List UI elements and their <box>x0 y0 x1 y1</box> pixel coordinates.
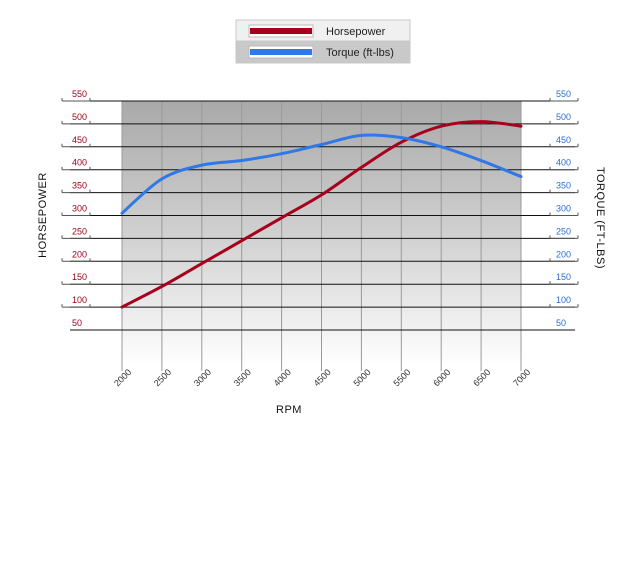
x-tick-label: 6000 <box>431 367 452 388</box>
y-tick-label-left: 550 <box>72 89 87 99</box>
x-tick-label: 7000 <box>511 367 532 388</box>
y-tick-label-right: 400 <box>556 158 571 168</box>
x-tick-label: 5000 <box>351 367 372 388</box>
y-tick-label-right: 200 <box>556 249 571 259</box>
horizontal-gridlines <box>61 98 579 331</box>
y-tick-label-left: 200 <box>72 249 87 259</box>
y-tick-label-left: 500 <box>72 112 87 122</box>
legend: Horsepower Torque (ft-lbs) <box>235 19 411 64</box>
y-tick-label-right: 100 <box>556 295 571 305</box>
y-tick-label-left: 150 <box>72 272 87 282</box>
x-tick-label: 6500 <box>471 367 492 388</box>
y-tick-label-right: 300 <box>556 204 571 214</box>
legend-label-horsepower: Horsepower <box>326 26 386 38</box>
right-axis-ticks: 50 100 150 200 250 300 350 400 450 500 550 <box>556 89 571 328</box>
y-tick-label-left: 400 <box>72 158 87 168</box>
legend-label-torque: Torque (ft-lbs) <box>326 47 394 59</box>
y-tick-label-left: 250 <box>72 226 87 236</box>
y-tick-label-left: 100 <box>72 295 87 305</box>
y-tick-label-left: 300 <box>72 204 87 214</box>
x-tick-label: 4500 <box>312 367 333 388</box>
y-axis-title-right: TORQUE (FT-LBS) <box>594 167 606 269</box>
x-axis-ticks: 2000 2500 3000 3500 4000 4500 5000 5500 6000 6500… <box>112 367 532 388</box>
y-tick-label-right: 350 <box>556 181 571 191</box>
y-tick-label-left: 350 <box>72 181 87 191</box>
x-tick-label: 3500 <box>232 367 253 388</box>
x-tick-label: 2500 <box>152 367 173 388</box>
y-tick-label-right: 250 <box>556 226 571 236</box>
y-tick-label-right: 550 <box>556 89 571 99</box>
y-tick-label-right: 500 <box>556 112 571 122</box>
x-axis-title: RPM <box>276 404 302 416</box>
y-tick-label-left: 50 <box>72 318 82 328</box>
y-tick-label-right: 450 <box>556 135 571 145</box>
series-line-horsepower <box>120 120 523 309</box>
x-tick-label: 4000 <box>272 367 293 388</box>
series-line-torque <box>120 133 523 215</box>
left-axis-ticks: 50 100 150 200 250 300 350 400 450 500 550 <box>72 89 87 328</box>
x-tick-label: 2000 <box>112 367 133 388</box>
vertical-gridlines <box>121 101 522 371</box>
series-lines <box>120 120 523 309</box>
y-tick-label-right: 150 <box>556 272 571 282</box>
x-tick-label: 5500 <box>391 367 412 388</box>
y-tick-label-left: 450 <box>72 135 87 145</box>
y-axis-title-left: HORSEPOWER <box>37 172 49 258</box>
y-tick-label-right: 50 <box>556 318 566 328</box>
x-tick-label: 3000 <box>192 367 213 388</box>
